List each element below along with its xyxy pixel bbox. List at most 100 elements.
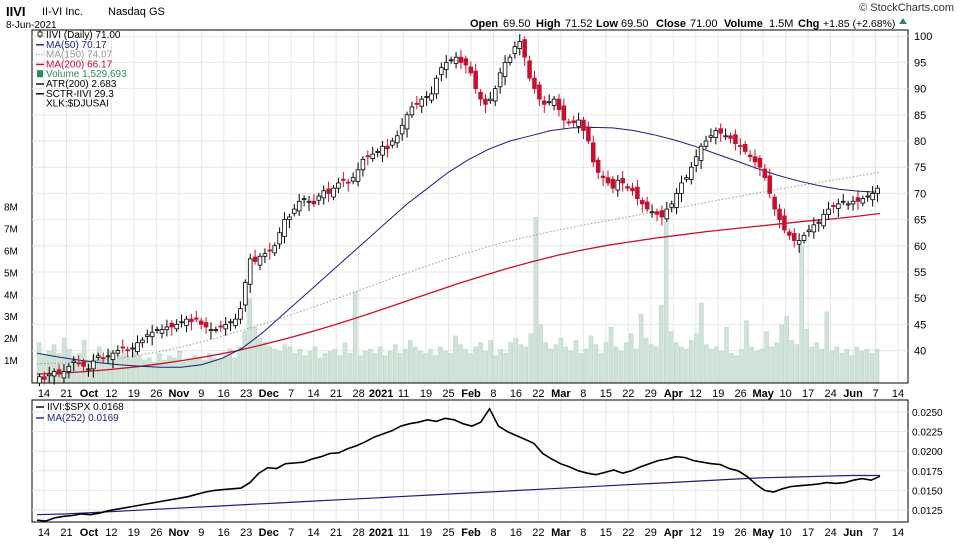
candle-body <box>777 208 782 220</box>
candle <box>463 55 469 74</box>
volume-bar <box>669 331 674 383</box>
price-tick-label: 85 <box>914 110 926 122</box>
candle-body <box>419 98 425 107</box>
candle-body <box>870 193 875 201</box>
candle-body <box>355 169 361 182</box>
candle <box>81 358 86 372</box>
volume-bar <box>533 217 539 383</box>
candle <box>488 91 493 104</box>
candle-body <box>772 196 777 210</box>
candle-body <box>399 124 405 135</box>
candle <box>370 146 375 162</box>
ma200-line <box>36 212 881 375</box>
candle-body <box>404 114 410 130</box>
low-value: 69.50 <box>621 18 649 30</box>
candle <box>860 195 866 207</box>
legend-entry: IIVI (Daily) 71.00 <box>46 30 121 41</box>
candle-body <box>115 350 121 354</box>
candle <box>836 198 841 217</box>
candle <box>125 346 130 358</box>
price-tick-label: 80 <box>914 136 926 148</box>
volume-bar <box>272 348 278 383</box>
date-label-lower: 7 <box>872 527 878 539</box>
candle-body <box>640 200 645 205</box>
candle <box>708 128 714 143</box>
candle-body <box>326 188 331 194</box>
ratio-grid <box>32 401 908 521</box>
candle-body <box>453 56 459 64</box>
volume-bar <box>714 346 719 383</box>
volume-bar <box>819 348 825 383</box>
candle <box>424 91 429 106</box>
volume-bar <box>372 353 378 383</box>
date-label-upper: 7 <box>872 388 878 400</box>
volume-bar <box>538 324 544 383</box>
candle-body <box>581 119 586 131</box>
volume-bar <box>142 359 147 383</box>
candle <box>194 310 199 323</box>
volume-bar <box>167 355 172 383</box>
candle-body <box>801 234 807 241</box>
candle <box>252 249 258 265</box>
candle-body <box>811 224 817 233</box>
candle <box>86 363 91 377</box>
date-label-lower: 28 <box>353 527 365 539</box>
candle-body <box>644 201 650 210</box>
candle <box>777 203 782 229</box>
date-label-upper: 11 <box>398 388 409 400</box>
legend-entry: SCTR-IIVI 29.3 <box>46 89 114 100</box>
candle-body <box>336 182 341 189</box>
volume-bar <box>849 355 855 383</box>
date-label-upper: Oct <box>80 388 99 400</box>
candle-body <box>86 368 91 371</box>
candle <box>816 219 821 232</box>
volume-bar <box>307 351 313 383</box>
ratio-tick-label: 0.0200 <box>912 447 943 458</box>
volume-bar <box>232 357 237 383</box>
date-label-upper: 14 <box>38 388 50 400</box>
candle-body <box>390 140 395 146</box>
candle <box>394 130 400 148</box>
volume-bar <box>523 346 528 383</box>
volume-bar <box>327 351 333 383</box>
volume-bar <box>648 344 654 383</box>
candle <box>561 98 567 129</box>
candle <box>458 49 464 70</box>
volume-tick-label: 1M <box>4 356 18 367</box>
candle <box>733 129 738 151</box>
volume-bar <box>503 353 508 383</box>
candle-body <box>140 339 145 344</box>
date-label-lower: 2021 <box>369 527 393 539</box>
volume-bar <box>704 344 709 383</box>
candle <box>277 227 282 249</box>
candle <box>164 319 170 337</box>
exchange-name: Nasdaq GS <box>108 6 165 18</box>
candle-body <box>468 66 474 74</box>
volume-bar <box>202 359 207 383</box>
volume-bar <box>393 344 398 383</box>
candle-body <box>625 186 630 189</box>
candle-body <box>267 249 273 252</box>
date-label-upper: 21 <box>330 388 342 400</box>
volume-bar <box>212 357 217 383</box>
volume-label: Volume <box>724 18 763 30</box>
candle-body <box>742 144 748 152</box>
candle <box>115 345 121 357</box>
candle <box>635 179 640 206</box>
candle-body <box>365 155 371 158</box>
candle <box>282 212 287 244</box>
candle <box>713 127 719 145</box>
candle-body <box>605 177 611 184</box>
volume-bar <box>663 221 669 383</box>
volume-bar <box>824 311 830 383</box>
legend-entry: XLK:$DJUSAI <box>46 99 109 110</box>
candle <box>571 115 576 128</box>
volume-bar <box>312 346 318 383</box>
candle-body <box>46 373 52 377</box>
volume-tick-label: 3M <box>4 312 18 323</box>
candle-body <box>223 323 228 330</box>
candle-body <box>796 240 802 245</box>
volume-bar <box>247 298 253 383</box>
candle-body <box>184 318 189 326</box>
